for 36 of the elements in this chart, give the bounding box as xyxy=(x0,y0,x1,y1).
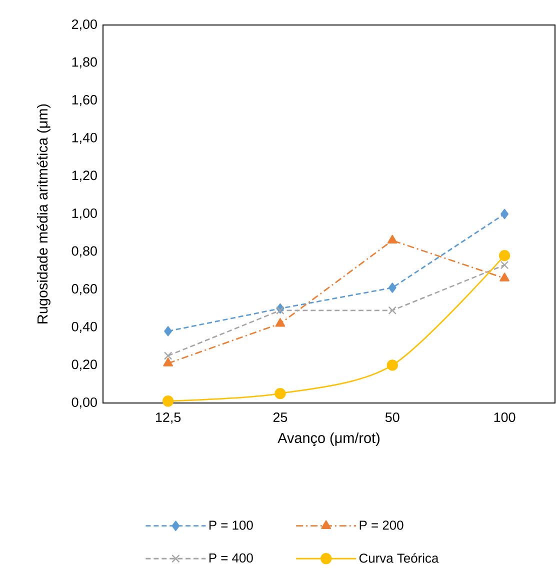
point xyxy=(162,396,174,407)
point xyxy=(163,358,173,366)
point xyxy=(498,250,510,262)
y-tick-label: 1,00 xyxy=(72,208,97,220)
y-tick-label: 1,80 xyxy=(72,57,97,68)
point xyxy=(500,260,509,270)
y-tick-label: 1,40 xyxy=(72,132,97,144)
y-tick-label: 0,20 xyxy=(72,360,97,371)
y-tick-label: 0,00 xyxy=(72,397,97,409)
legend-label: P = 100 xyxy=(209,520,253,530)
point xyxy=(274,388,286,400)
point xyxy=(164,326,172,336)
point xyxy=(387,234,398,244)
point xyxy=(276,306,284,315)
y-tick-label: 0,60 xyxy=(72,284,97,296)
y-tick-label: 1,20 xyxy=(72,170,97,182)
point xyxy=(388,282,396,293)
x-tick-label: 50 xyxy=(385,412,400,422)
x-tick-label: 12,5 xyxy=(156,412,181,424)
y-tick-label: 0,40 xyxy=(72,322,97,333)
point xyxy=(164,352,172,360)
x-tick-label: 25 xyxy=(273,412,288,422)
legend-label: P = 400 xyxy=(209,553,253,563)
y-tick-label: 0,80 xyxy=(72,246,97,258)
point xyxy=(386,360,398,371)
x-axis-title: Avanço (μm/rot) xyxy=(278,432,380,446)
x-tick-label: 100 xyxy=(494,412,516,422)
point xyxy=(388,306,397,315)
y-axis-title: Rugosidade média aritmética (μm) xyxy=(36,104,50,324)
y-tick-label: 1,60 xyxy=(72,95,97,106)
point xyxy=(500,272,510,282)
legend-label: P = 200 xyxy=(360,520,404,530)
legend-label: Curva Teórica xyxy=(359,553,439,563)
point xyxy=(275,318,286,327)
point xyxy=(500,208,509,220)
y-tick-label: 2,00 xyxy=(72,19,97,31)
